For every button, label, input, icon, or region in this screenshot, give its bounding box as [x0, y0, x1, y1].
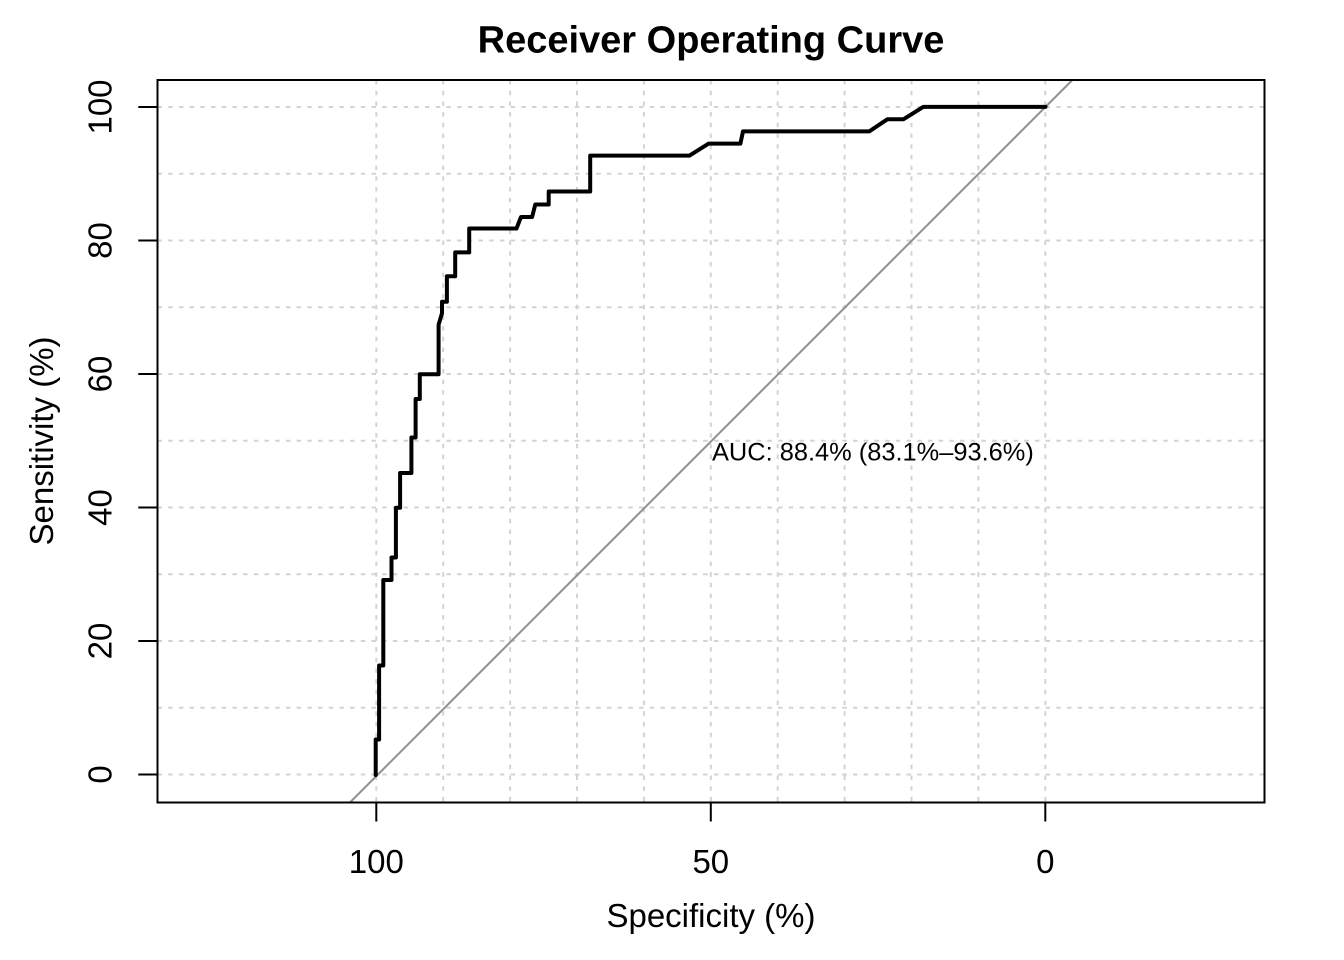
- svg-text:AUC: 88.4% (83.1%–93.6%): AUC: 88.4% (83.1%–93.6%): [712, 438, 1034, 466]
- svg-text:60: 60: [82, 356, 119, 393]
- svg-text:80: 80: [82, 222, 119, 259]
- svg-text:Specificity (%): Specificity (%): [606, 897, 815, 934]
- svg-text:40: 40: [82, 489, 119, 526]
- svg-text:Sensitivity (%): Sensitivity (%): [23, 336, 60, 545]
- svg-text:0: 0: [1036, 843, 1054, 880]
- svg-text:0: 0: [82, 765, 119, 783]
- svg-text:100: 100: [349, 843, 404, 880]
- svg-text:20: 20: [82, 623, 119, 660]
- svg-text:50: 50: [692, 843, 729, 880]
- svg-text:Receiver Operating Curve: Receiver Operating Curve: [478, 20, 945, 62]
- svg-text:100: 100: [82, 79, 119, 134]
